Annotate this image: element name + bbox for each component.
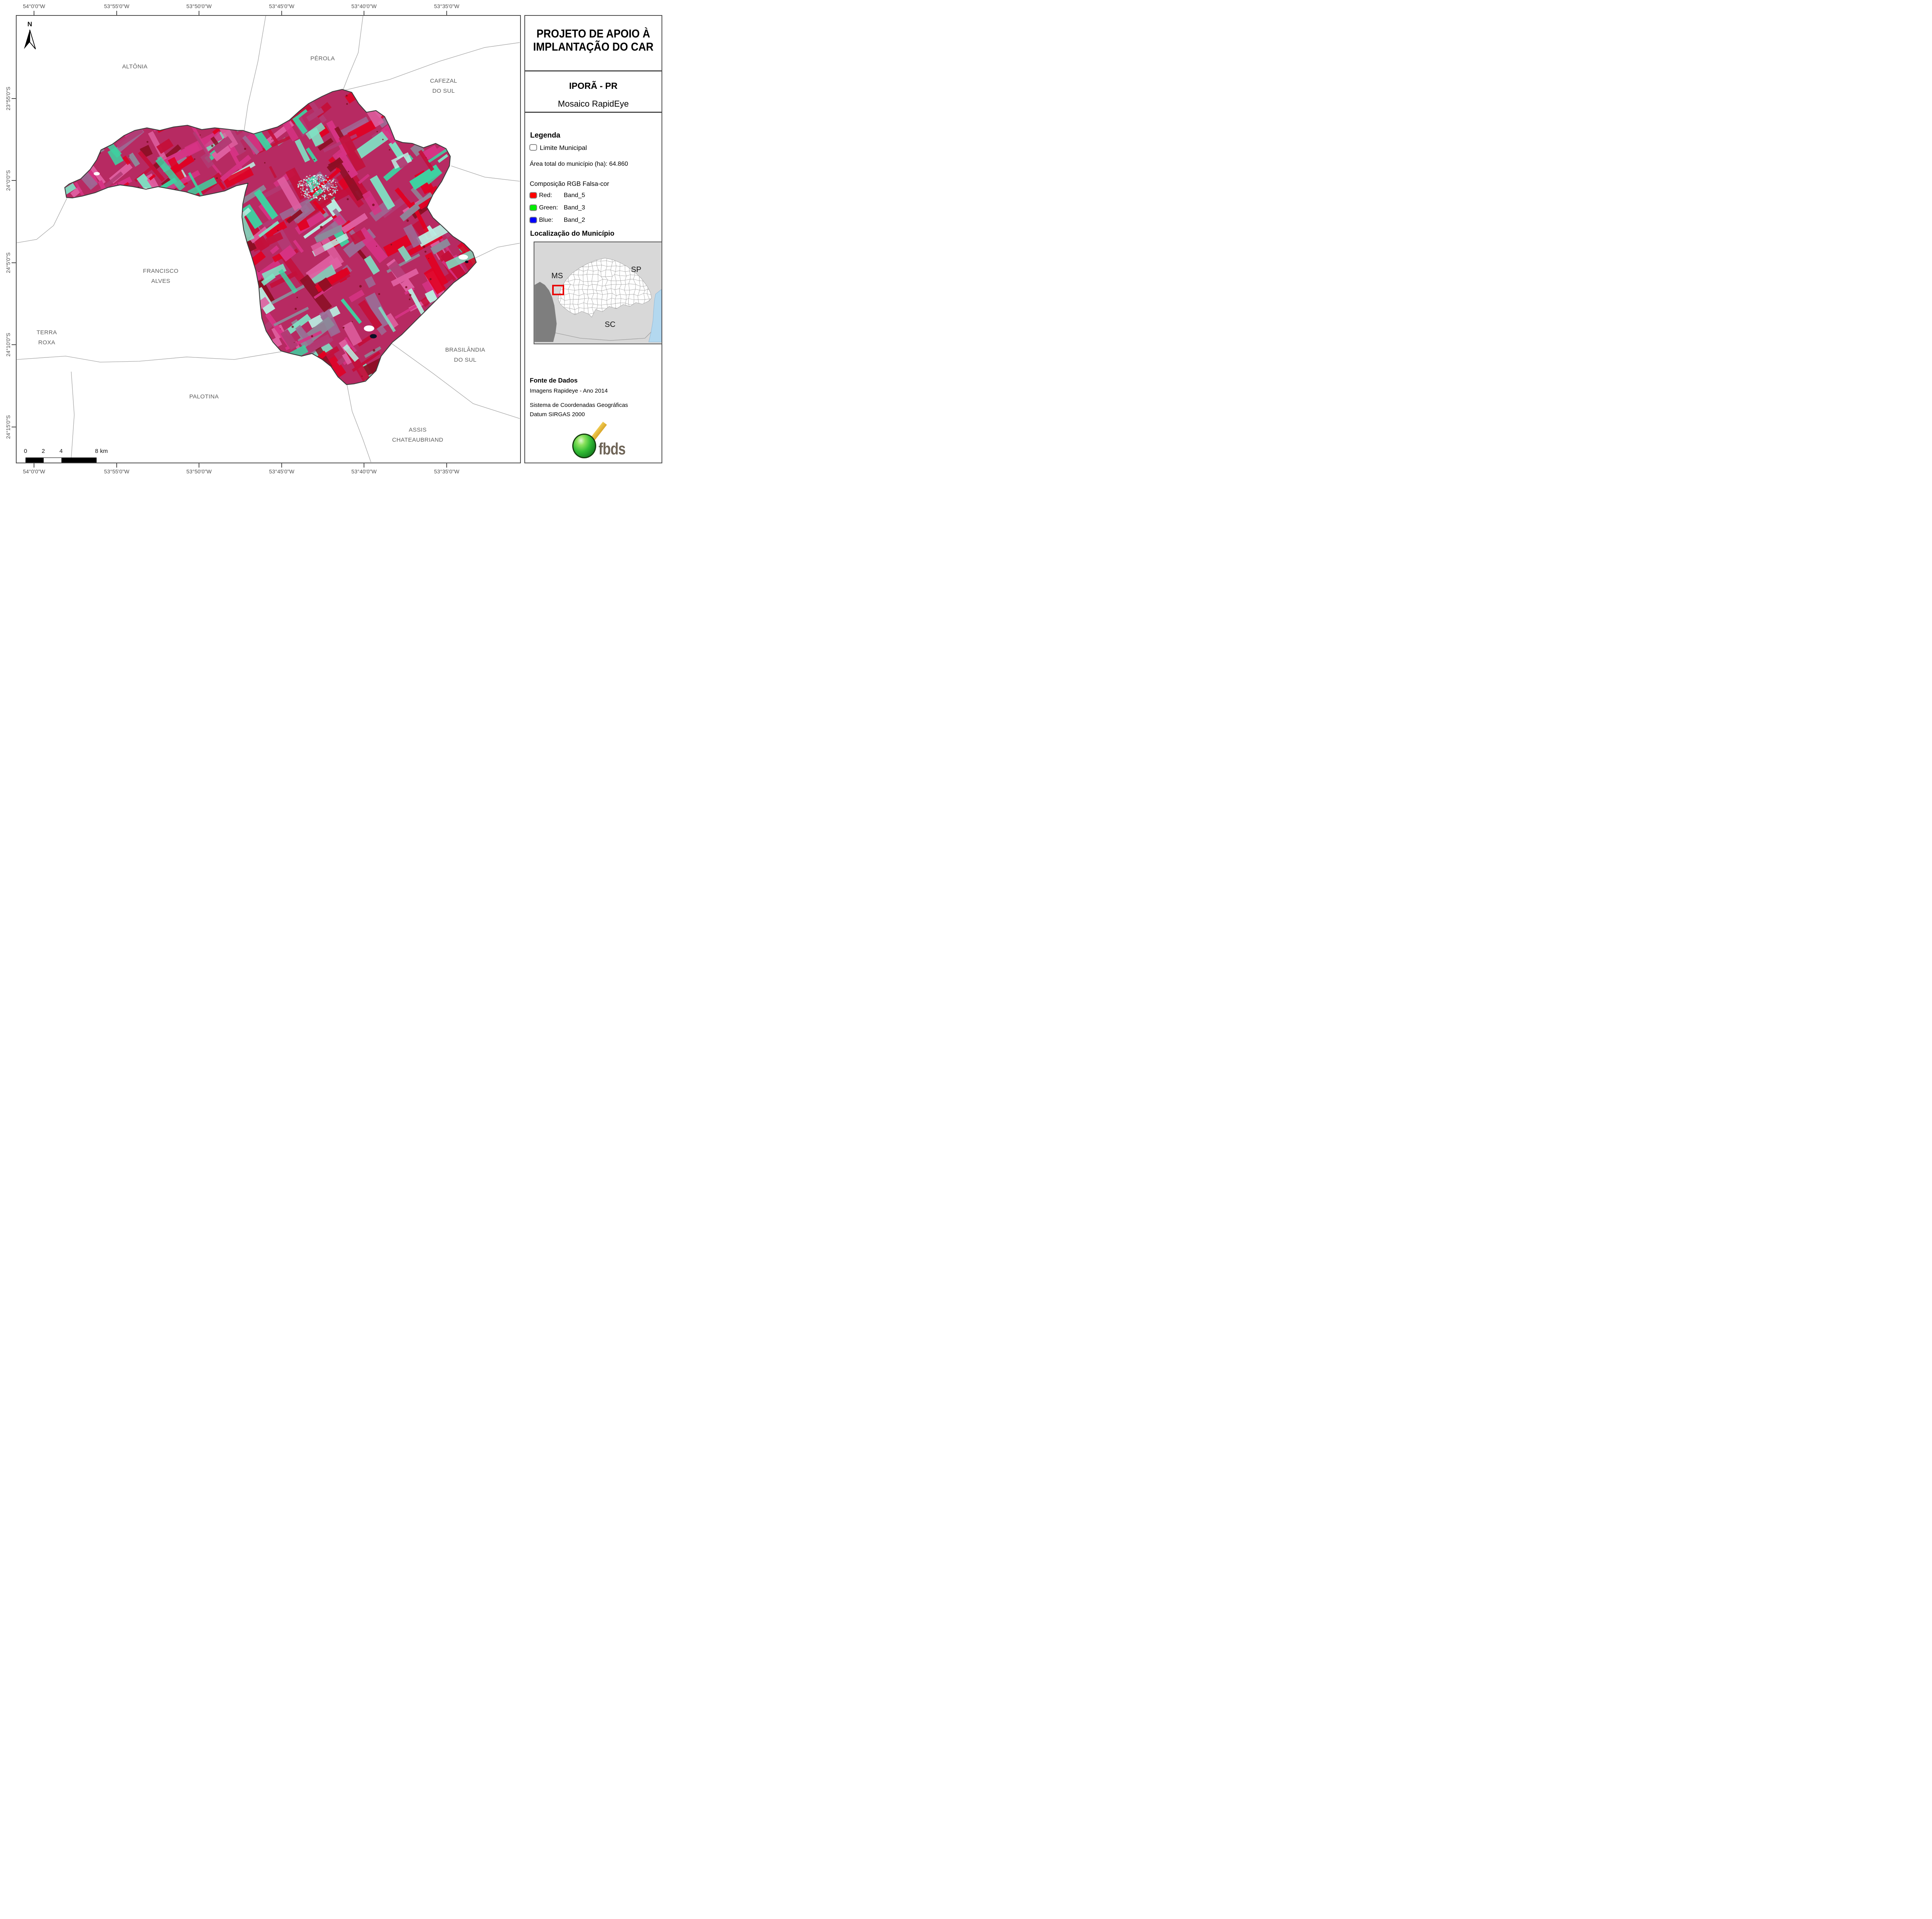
- tick: [116, 463, 117, 468]
- municipality-highlight-box: [552, 285, 564, 295]
- tick: [12, 344, 16, 345]
- map-layout-page: N ALTÔNIA PÉROLA CAFEZAL DO SUL FRANCISCO…: [0, 0, 678, 480]
- locator-label-ms: MS: [551, 272, 563, 280]
- divider: [525, 70, 662, 71]
- legend-heading: Legenda: [530, 131, 561, 140]
- blue-channel-label: Blue:: [539, 217, 553, 223]
- parana-state-map: [534, 258, 662, 342]
- coord-left-1: 24°0'0"S: [5, 170, 11, 191]
- neighbor-label-altonia: ALTÔNIA: [122, 63, 148, 70]
- coord-top-1: 53°55'0"W: [104, 3, 129, 9]
- satellite-mosaic-canvas: [17, 16, 520, 463]
- coord-bottom-1: 53°55'0"W: [104, 468, 129, 475]
- locator-label-sc: SC: [605, 320, 616, 329]
- neighbor-label-perola: PÉROLA: [310, 55, 335, 62]
- scalebar-label-0: 0: [24, 448, 27, 454]
- coord-bottom-2: 53°50'0"W: [186, 468, 212, 475]
- coord-left-3: 24°10'0"S: [5, 333, 11, 357]
- neighbor-label-assis-chateaubriand: ASSIS CHATEAUBRIAND: [392, 427, 444, 443]
- blue-band-swatch: [529, 217, 537, 223]
- scalebar-label-8: 8: [95, 448, 99, 454]
- tick: [12, 180, 16, 181]
- locator-heading: Localização do Município: [530, 230, 615, 237]
- source-line-1: Imagens Rapideye - Ano 2014: [530, 388, 608, 394]
- area-total-label: Área total do município (ha): 64.860: [530, 161, 628, 167]
- coord-left-2: 24°5'0"S: [5, 252, 11, 273]
- locator-map: MS SP SC: [534, 242, 662, 344]
- coord-left-4: 24°15'0"S: [5, 415, 11, 439]
- green-band-swatch: [529, 204, 537, 211]
- coord-top-4: 53°40'0"W: [351, 3, 377, 9]
- red-band-name: Band_5: [564, 192, 585, 199]
- coord-top-3: 53°45'0"W: [269, 3, 294, 9]
- tick: [281, 463, 282, 468]
- municipality-title: IPORÃ - PR: [569, 81, 618, 91]
- limite-municipal-label: Limite Municipal: [540, 144, 587, 151]
- scalebar-seg-black1: [26, 458, 44, 463]
- red-channel-label: Red:: [539, 192, 552, 199]
- locator-label-sp: SP: [631, 265, 641, 274]
- tick: [116, 11, 117, 15]
- coord-bottom-4: 53°40'0"W: [351, 468, 377, 475]
- product-subtitle: Mosaico RapidEye: [558, 99, 629, 109]
- fbds-logo-text: fbds: [599, 440, 626, 458]
- north-label: N: [27, 20, 32, 28]
- main-map: N ALTÔNIA PÉROLA CAFEZAL DO SUL FRANCISCO…: [16, 15, 521, 463]
- neighbor-label-palotina: PALOTINA: [189, 393, 219, 400]
- layout-side-panel: PROJETO DE APOIO À IMPLANTAÇÃO DO CAR IP…: [524, 15, 662, 463]
- source-line-2: Sistema de Coordenadas Geográficas: [530, 402, 628, 408]
- scalebar-seg-white: [44, 458, 61, 463]
- green-channel-label: Green:: [539, 204, 558, 211]
- divider: [525, 112, 662, 113]
- red-band-swatch: [529, 192, 537, 199]
- tick: [12, 98, 16, 99]
- coord-bottom-3: 53°45'0"W: [269, 468, 294, 475]
- coord-bottom-0: 54°0'0"W: [23, 468, 45, 475]
- neighbor-label-francisco-alves: FRANCISCO ALVES: [143, 268, 179, 284]
- source-line-3: Datum SIRGAS 2000: [530, 411, 585, 418]
- neighbor-label-cafezal-do-sul: CAFEZAL DO SUL: [430, 78, 457, 94]
- coord-bottom-5: 53°35'0"W: [434, 468, 459, 475]
- tick: [446, 11, 447, 15]
- tick: [12, 262, 16, 264]
- neighbor-label-terra-roxa: TERRA ROXA: [36, 329, 57, 346]
- coord-top-2: 53°50'0"W: [186, 3, 212, 9]
- limite-municipal-swatch: [529, 144, 537, 151]
- scalebar-unit: km: [100, 448, 108, 454]
- north-arrow-icon: [24, 29, 36, 49]
- project-title: PROJETO DE APOIO À IMPLANTAÇÃO DO CAR: [533, 27, 654, 53]
- neighbor-label-brasilandia-do-sul: BRASILÂNDIA DO SUL: [445, 347, 485, 363]
- scalebar-seg-black2: [61, 458, 96, 463]
- scalebar-label-2: 2: [41, 448, 45, 454]
- coord-top-0: 54°0'0"W: [23, 3, 45, 9]
- fbds-logo-sphere-icon: [572, 434, 596, 458]
- scalebar-label-4: 4: [59, 448, 63, 454]
- source-heading: Fonte de Dados: [530, 377, 578, 384]
- scalebar: [26, 458, 97, 463]
- blue-band-name: Band_2: [564, 217, 585, 223]
- tick: [446, 463, 447, 468]
- tick: [281, 11, 282, 15]
- rgb-heading: Composição RGB Falsa-cor: [530, 180, 609, 187]
- green-band-name: Band_3: [564, 204, 585, 211]
- coord-top-5: 53°35'0"W: [434, 3, 459, 9]
- coord-left-0: 23°55'0"S: [5, 87, 11, 111]
